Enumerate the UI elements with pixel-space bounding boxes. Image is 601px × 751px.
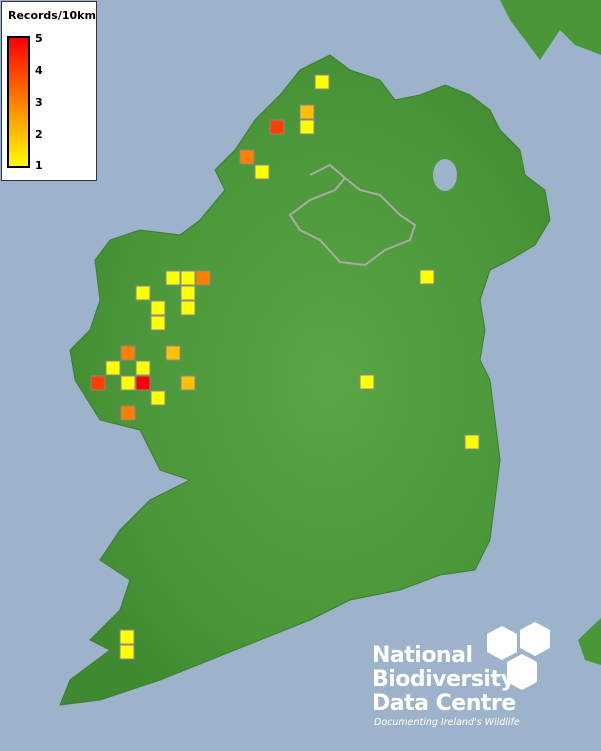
record-square[interactable]: [254, 164, 270, 180]
record-square[interactable]: [464, 434, 480, 450]
legend: Records/10km 5 4 3 2 1: [1, 1, 97, 181]
record-square[interactable]: [135, 375, 151, 391]
record-square[interactable]: [150, 300, 166, 316]
record-square[interactable]: [165, 345, 181, 361]
record-square[interactable]: [135, 360, 151, 376]
record-square[interactable]: [180, 270, 196, 286]
record-square[interactable]: [150, 390, 166, 406]
record-square[interactable]: [359, 374, 375, 390]
record-square[interactable]: [419, 269, 435, 285]
record-square[interactable]: [120, 345, 136, 361]
ni-border-line: [288, 163, 417, 267]
logo-line-2: Biodiversity: [372, 667, 515, 692]
legend-tick-4: 4: [35, 64, 43, 77]
record-square[interactable]: [105, 360, 121, 376]
logo-tagline: Documenting Ireland's Wildlife: [374, 717, 520, 728]
record-square[interactable]: [120, 375, 136, 391]
record-square[interactable]: [135, 285, 151, 301]
record-square[interactable]: [119, 629, 135, 645]
record-square[interactable]: [299, 119, 315, 135]
logo-line-1: National: [372, 643, 473, 668]
record-square[interactable]: [180, 300, 196, 316]
legend-title: Records/10km: [8, 9, 96, 22]
record-square[interactable]: [90, 375, 106, 391]
record-square[interactable]: [180, 285, 196, 301]
record-square[interactable]: [269, 119, 285, 135]
wales-landmass: [578, 618, 601, 665]
records-grid-squares: [90, 74, 480, 660]
record-square[interactable]: [180, 375, 196, 391]
record-square[interactable]: [314, 74, 330, 90]
legend-tick-5: 5: [35, 32, 43, 45]
record-square[interactable]: [239, 149, 255, 165]
record-square[interactable]: [299, 104, 315, 120]
ireland-landmass: [59, 54, 551, 706]
legend-tick-3: 3: [35, 96, 43, 109]
record-square[interactable]: [165, 270, 181, 286]
record-square[interactable]: [119, 644, 135, 660]
record-square[interactable]: [150, 315, 166, 331]
lough-neagh: [433, 159, 457, 191]
logo-line-3: Data Centre: [372, 691, 516, 716]
logo-hexagons-icon: [487, 622, 550, 690]
record-square[interactable]: [120, 405, 136, 421]
legend-color-ramp: [7, 36, 30, 168]
scotland-landmass: [500, 0, 601, 60]
legend-tick-1: 1: [35, 159, 43, 172]
legend-tick-2: 2: [35, 128, 43, 141]
record-square[interactable]: [195, 270, 211, 286]
